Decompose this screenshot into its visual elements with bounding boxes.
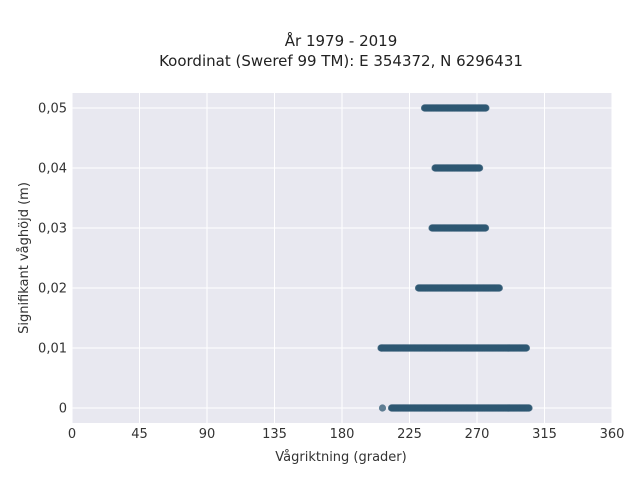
point-cluster: [377, 344, 531, 352]
data-points: [377, 104, 533, 412]
point-cluster: [428, 224, 490, 232]
y-tick-label: 0,01: [38, 342, 67, 357]
x-tick-label: 135: [262, 427, 287, 442]
y-tick-label: 0,03: [38, 222, 67, 237]
x-tick-label: 180: [330, 427, 355, 442]
point-cluster: [431, 164, 484, 172]
point-cluster: [414, 284, 503, 292]
data-point: [476, 164, 484, 172]
point-cluster: [420, 104, 490, 112]
data-point: [378, 404, 387, 412]
x-axis-ticks: 0 45 90 135 180 225 270 315 360: [68, 427, 625, 442]
y-tick-label: 0,05: [38, 102, 67, 117]
data-point: [495, 284, 503, 292]
data-point: [525, 404, 533, 412]
y-tick-label: 0,04: [38, 162, 67, 177]
x-axis-label: Vågriktning (grader): [275, 450, 406, 465]
y-tick-label: 0: [59, 402, 67, 417]
data-point: [522, 344, 531, 352]
x-tick-label: 0: [68, 427, 76, 442]
x-tick-label: 315: [532, 427, 557, 442]
x-tick-label: 90: [199, 427, 216, 442]
x-tick-label: 270: [465, 427, 490, 442]
point-cluster: [387, 404, 533, 412]
chart-title: År 1979 - 2019: [285, 31, 398, 50]
x-tick-label: 360: [600, 427, 625, 442]
y-axis-ticks: 0 0,01 0,02 0,03 0,04 0,05: [38, 102, 67, 417]
y-axis-label: Signifikant våghöjd (m): [17, 182, 32, 334]
x-tick-label: 225: [397, 427, 422, 442]
y-tick-label: 0,02: [38, 282, 67, 297]
data-point: [482, 104, 490, 112]
x-tick-label: 45: [131, 427, 148, 442]
data-point: [481, 224, 490, 232]
chart-subtitle: Koordinat (Sweref 99 TM): E 354372, N 62…: [159, 52, 523, 70]
